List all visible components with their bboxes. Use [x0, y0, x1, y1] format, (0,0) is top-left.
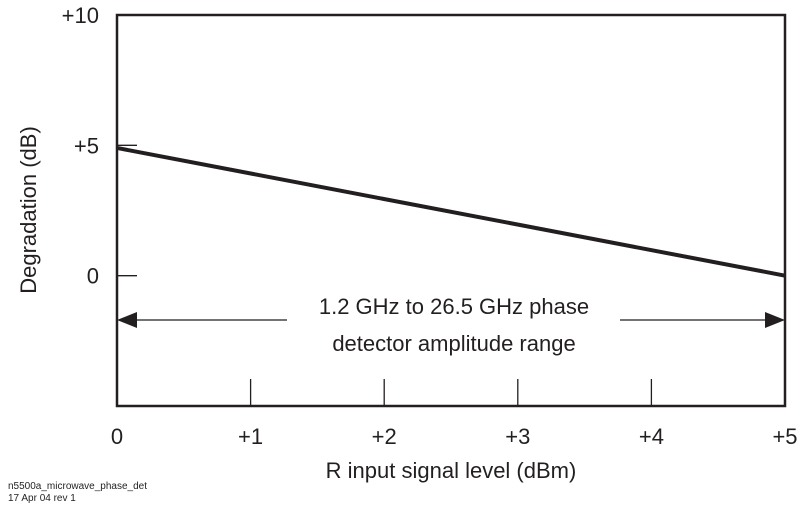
- plot-frame: [115, 13, 787, 408]
- range-annotation-text: detector amplitude range: [332, 331, 575, 356]
- figure-id-note: n5500a_microwave_phase_det 17 Apr 04 rev…: [8, 481, 147, 505]
- revision-note: 17 Apr 04 rev 1: [8, 493, 76, 504]
- degradation-series-line: [116, 145, 786, 278]
- y-tick-label: 0: [87, 264, 99, 289]
- x-tick-label: +1: [238, 424, 263, 449]
- x-tick-label: +3: [505, 424, 530, 449]
- x-tick-label: +5: [772, 424, 797, 449]
- range-annotation: 1.2 GHz to 26.5 GHz phase detector amplit…: [117, 294, 785, 356]
- y-axis-label: Degradation (dB): [16, 126, 41, 294]
- y-axis-ticks: +10 +5 0: [62, 3, 137, 289]
- range-arrowhead-left: [117, 311, 137, 328]
- x-tick-label: 0: [111, 424, 123, 449]
- x-tick-label: +2: [372, 424, 397, 449]
- figure-id: n5500a_microwave_phase_det: [8, 481, 147, 492]
- range-arrowhead-right: [765, 311, 785, 328]
- x-axis-label: R input signal level (dBm): [326, 458, 577, 483]
- x-tick-label: +4: [639, 424, 664, 449]
- range-annotation-text: 1.2 GHz to 26.5 GHz phase: [319, 294, 589, 319]
- y-tick-label: +10: [62, 3, 99, 28]
- series-layer: [116, 145, 786, 278]
- y-tick-label: +5: [74, 133, 99, 158]
- x-axis-ticks: 0 +1 +2 +3 +4 +5: [111, 379, 798, 449]
